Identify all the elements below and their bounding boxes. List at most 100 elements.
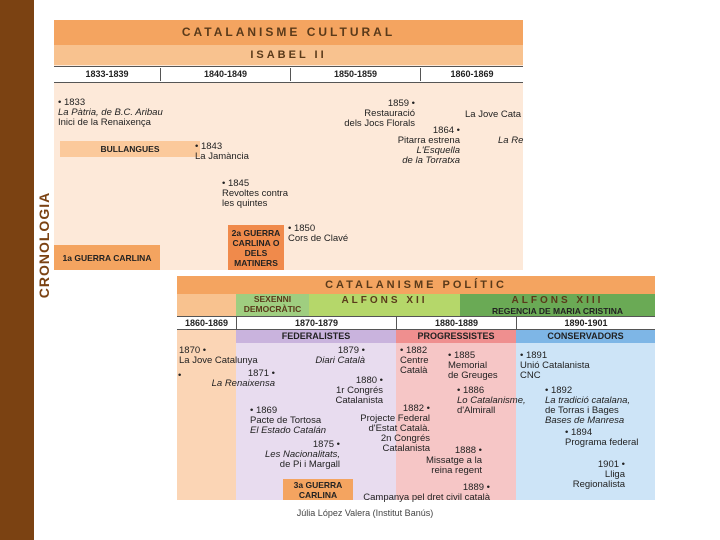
period: 1840-1849	[160, 68, 290, 81]
event-line: de Pi i Margall	[279, 459, 340, 470]
event-line: Pitarra estrena	[397, 135, 460, 146]
event-line: Lliga	[604, 469, 625, 480]
event: • 1845 Revoltes contra les quintes	[222, 179, 288, 209]
event-line: 1880 •	[355, 375, 383, 386]
event-line: Catalanista	[382, 443, 430, 454]
event-line: • 1886	[457, 385, 485, 396]
event-line: Centre	[400, 355, 429, 366]
event-line: Cors de Clavé	[288, 233, 349, 244]
period: 1860-1869	[420, 68, 523, 81]
event-line: 1879 •	[337, 345, 365, 356]
event-line: • 1843	[195, 141, 223, 152]
column	[396, 343, 516, 500]
party: CONSERVADORS	[516, 330, 655, 343]
event: 1871 • La Renaixensa	[212, 369, 275, 389]
event-line: 1864 •	[432, 125, 460, 136]
event-line: d'Estat Català.	[368, 423, 431, 434]
sidebar-title: CRONOLOGIA	[36, 191, 52, 299]
event-line: • 1833	[58, 97, 86, 108]
event-line: El Estado Catalán	[250, 425, 327, 436]
event-box: 2a GUERRA CARLINA O DELS MATINERS	[228, 225, 284, 270]
period: 1870-1879	[236, 317, 396, 329]
event-line: 1901 •	[597, 459, 625, 470]
event-line: L'Esquella	[416, 145, 460, 156]
event-line: Inici de la Renaixença	[58, 117, 151, 128]
event: •	[178, 371, 181, 381]
event-line: La Re	[498, 135, 524, 146]
event-line: les quintes	[222, 198, 268, 209]
event-line: • 1882	[400, 345, 428, 356]
top-reign: ISABEL II	[54, 45, 523, 65]
event-line: La Renaixensa	[211, 378, 275, 389]
event-line: • 1891	[520, 350, 548, 361]
event-line: Regionalista	[572, 479, 625, 490]
event-line: d'Almirall	[457, 405, 496, 416]
footer: Júlia López Valera (Institut Banús)	[296, 508, 434, 518]
period: 1880-1889	[396, 317, 516, 329]
event-line: Les Nacionalitats,	[265, 449, 340, 460]
event: La Re	[498, 136, 523, 146]
event-line: La Jove Catalunya	[179, 355, 258, 366]
event-line: Català	[400, 365, 428, 376]
event: 1879 • Diari Català	[315, 346, 365, 366]
event-line: Restauració	[364, 108, 415, 119]
sidebar	[0, 0, 34, 540]
event-line: Diari Català	[315, 355, 365, 366]
event-box: 1a GUERRA CARLINA	[54, 245, 160, 270]
party: FEDERALISTES	[236, 330, 396, 343]
column	[516, 343, 655, 500]
event-line: 1889 •	[462, 482, 490, 493]
event: 1880 • 1r Congrés Catalanista	[335, 376, 383, 406]
regency: REGENCIA DE MARIA CRISTINA	[491, 306, 624, 316]
event-line: • 1892	[545, 385, 573, 396]
event-line: • 1869	[250, 405, 278, 416]
event: 1859 • Restauració dels Jocs Florals	[344, 99, 415, 129]
event-line: Catalanista	[335, 395, 383, 406]
event-line: 1r Congrés	[336, 385, 383, 396]
event: • 1892 La tradició catalana, de Torras i B…	[545, 386, 630, 426]
event-line: Unió Catalanista	[520, 360, 590, 371]
event-box: BULLANGUES	[60, 141, 200, 157]
event-line: Campanya pel dret civil català	[363, 492, 490, 503]
event: 1864 • Pitarra estrena L'Esquella de la Tor…	[398, 126, 460, 166]
event-line: de la Torratxa	[402, 155, 460, 166]
event-line: de Torras i Bages	[545, 405, 619, 416]
event-line: 1888 •	[454, 445, 482, 456]
event-line: de Greuges	[448, 370, 498, 381]
top-period-bar	[54, 66, 523, 83]
event-line: reina regent	[431, 465, 482, 476]
bottom-period-bar	[177, 316, 655, 330]
event-line: Memorial	[448, 360, 488, 371]
event: La Jove Cata	[465, 110, 521, 120]
period: 1860-1869	[184, 318, 229, 328]
event-box: 3a GUERRA CARLINA	[283, 479, 353, 500]
reign-empty	[177, 294, 236, 316]
period: 1850-1859	[290, 68, 420, 81]
event: 1870 • La Jove Catalunya	[179, 346, 258, 366]
event-line: 1871 •	[247, 368, 275, 379]
event-line: 1870 •	[179, 345, 207, 356]
event-line: • 1845	[222, 178, 250, 189]
period: 1833-1839	[85, 69, 129, 79]
reign: ALFONS XIII	[460, 294, 655, 316]
bottom-title: CATALANISME POLÍTIC	[177, 276, 655, 294]
event-line: Bases de Manresa	[545, 415, 625, 426]
column	[236, 343, 396, 500]
event: 1888 • Missatge a la reina regent	[426, 446, 482, 476]
event-line: 1859 •	[387, 98, 415, 109]
party-empty	[177, 330, 236, 343]
event-line: • 1885	[448, 350, 476, 361]
event-line: 1875 •	[312, 439, 340, 450]
event-line: •	[178, 370, 182, 381]
event-line: La Jove Cata	[465, 109, 521, 120]
event-line: La tradició catalana,	[545, 395, 631, 406]
event: 1875 • Les Nacionalitats, de Pi i Margall	[265, 440, 340, 470]
event-line: Missatge a la	[426, 455, 482, 466]
event: • 1891 Unió Catalanista CNC	[520, 351, 590, 381]
event: 1882 • Projecte Federal d'Estat Català. 2n …	[360, 404, 430, 454]
event-line: Revoltes contra	[222, 188, 289, 199]
event-line: • 1850	[288, 223, 316, 234]
event-line: La Pàtria, de B.C. Aribau	[58, 107, 163, 118]
event: • 1882 Centre Català	[400, 346, 429, 376]
